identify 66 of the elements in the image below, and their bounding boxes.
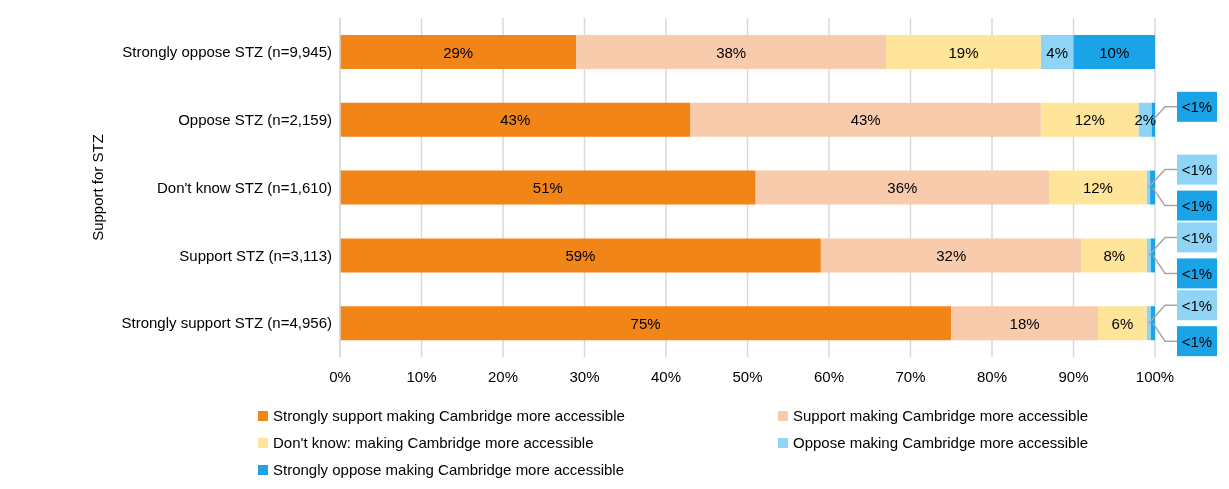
- data-label: 29%: [443, 43, 474, 61]
- data-label: 4%: [1046, 43, 1069, 61]
- bar: [690, 102, 1041, 137]
- y-axis-title: Support for STZ: [89, 134, 107, 241]
- x-tick-label: 50%: [732, 367, 763, 385]
- legend-label: Don't know: making Cambridge more accessible: [273, 434, 594, 451]
- bar: [755, 170, 1050, 205]
- bar: [951, 306, 1098, 341]
- bar: [576, 35, 887, 69]
- bar: [340, 238, 821, 273]
- y-tick-label: Support STZ (n=3,113): [179, 246, 332, 264]
- bar: [1049, 170, 1147, 205]
- y-tick-label: Strongly oppose STZ (n=9,945): [122, 43, 332, 61]
- bar: [340, 306, 952, 341]
- x-tick-label: 70%: [895, 367, 926, 385]
- data-label: 75%: [630, 314, 661, 332]
- data-label: 2%: [1134, 111, 1157, 129]
- bar: [1150, 170, 1155, 205]
- data-label: <1%: [1181, 296, 1213, 314]
- data-label: 19%: [948, 43, 979, 61]
- bar: [1073, 35, 1155, 69]
- bar: [1146, 306, 1151, 341]
- data-label: 36%: [887, 179, 918, 197]
- data-label: 51%: [532, 179, 563, 197]
- data-label: 6%: [1111, 314, 1134, 332]
- data-label: <1%: [1181, 197, 1213, 215]
- bar: [340, 170, 756, 205]
- bar: [340, 35, 577, 69]
- data-label: 12%: [1074, 111, 1105, 129]
- data-label: 59%: [565, 246, 596, 264]
- bar: [1097, 306, 1147, 341]
- data-label: <1%: [1181, 98, 1213, 116]
- legend-label: Oppose making Cambridge more accessible: [793, 434, 1089, 451]
- legend-label: Strongly oppose making Cambridge more accessible: [273, 461, 625, 478]
- x-tick-label: 60%: [813, 367, 845, 385]
- legend-label: Strongly support making Cambridge more accessible: [273, 407, 625, 424]
- x-tick-label: 40%: [650, 367, 682, 385]
- data-label: <1%: [1181, 264, 1213, 282]
- data-label: 12%: [1082, 179, 1113, 197]
- data-label: 10%: [1099, 43, 1130, 61]
- data-label: <1%: [1181, 161, 1213, 179]
- x-tick-label: 10%: [406, 367, 437, 385]
- data-label: 8%: [1103, 246, 1126, 264]
- x-tick-label: 0%: [329, 367, 351, 385]
- bar: [1146, 238, 1151, 273]
- y-tick-label: Oppose STZ (n=2,159): [178, 111, 332, 129]
- legend-label: Support making Cambridge more accessible: [793, 407, 1089, 424]
- bar: [1081, 238, 1147, 273]
- data-label: 18%: [1009, 314, 1040, 332]
- x-tick-label: 80%: [976, 367, 1008, 385]
- y-tick-label: Don't know STZ (n=1,610): [156, 178, 332, 196]
- x-tick-label: 20%: [487, 367, 519, 385]
- bar: [886, 35, 1041, 69]
- data-label: <1%: [1181, 228, 1213, 246]
- data-label: 32%: [936, 246, 967, 264]
- bar: [1040, 35, 1074, 69]
- bar: [820, 238, 1082, 273]
- data-label: 43%: [500, 111, 531, 129]
- x-tick-label: 100%: [1135, 367, 1175, 385]
- y-tick-label: Strongly support STZ (n=4,956): [121, 314, 332, 332]
- data-label: 38%: [716, 43, 747, 61]
- x-tick-label: 90%: [1058, 367, 1089, 385]
- data-label: 43%: [850, 111, 881, 129]
- x-tick-label: 30%: [569, 367, 600, 385]
- bar: [340, 102, 691, 137]
- data-label: <1%: [1181, 332, 1213, 350]
